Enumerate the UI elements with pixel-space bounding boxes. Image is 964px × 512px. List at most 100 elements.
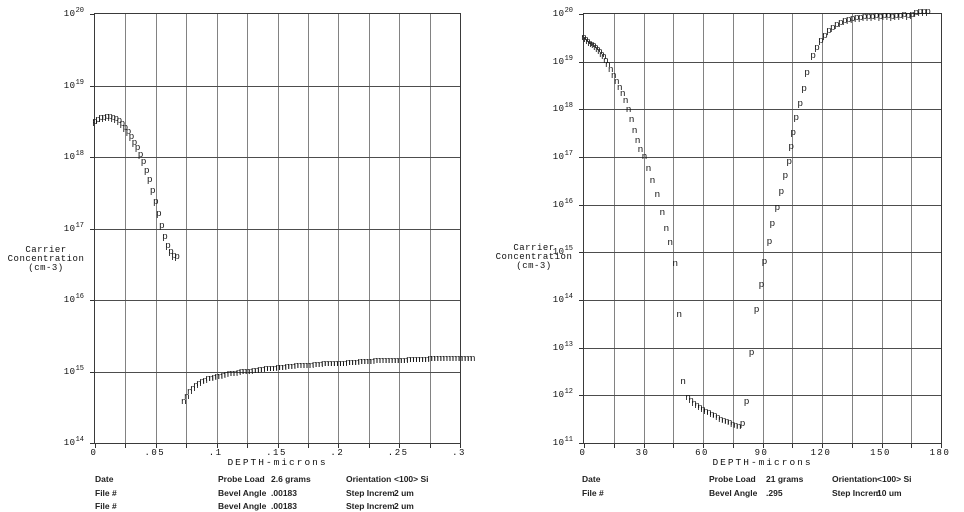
data-marker-p: p bbox=[774, 201, 781, 213]
data-marker-n: n bbox=[415, 353, 421, 365]
x-tick-mark bbox=[277, 444, 279, 448]
data-marker-n: n bbox=[275, 361, 281, 373]
data-marker-n: n bbox=[616, 81, 623, 93]
footer-col2-value: 21 grams bbox=[766, 474, 804, 484]
data-marker-p: p bbox=[917, 5, 924, 17]
footer-col3-label: Orientation bbox=[832, 474, 878, 484]
data-marker-p: p bbox=[818, 34, 824, 46]
x-tick-mark bbox=[95, 444, 96, 448]
data-marker-n: n bbox=[406, 353, 412, 365]
data-marker-n: n bbox=[583, 33, 589, 45]
y-tick-mark bbox=[579, 443, 583, 444]
y-axis-label: 1012 bbox=[552, 388, 573, 401]
data-marker-n: n bbox=[333, 357, 339, 369]
data-marker-n: n bbox=[336, 357, 342, 369]
data-marker-n: n bbox=[607, 63, 614, 75]
y-axis-label: 1017 bbox=[552, 150, 573, 162]
footer-col2-value: 2.6 grams bbox=[271, 474, 311, 484]
data-marker-n: n bbox=[460, 352, 467, 364]
y-axis-title-line: Carrier bbox=[25, 245, 67, 255]
footer-row: Date Probe Load 2.6 grams Orientation <100> … bbox=[0, 474, 500, 486]
data-marker-p: p bbox=[165, 239, 171, 251]
data-marker-p: p bbox=[140, 155, 147, 167]
vertical-gridline bbox=[881, 14, 883, 443]
horizontal-gridline bbox=[95, 371, 460, 373]
x-tick-mark bbox=[399, 444, 401, 448]
data-marker-n: n bbox=[199, 375, 205, 387]
data-marker-p: p bbox=[897, 9, 904, 21]
data-marker-p: p bbox=[869, 10, 876, 22]
footer-col1: Date bbox=[582, 474, 601, 484]
data-marker-p: p bbox=[826, 24, 832, 36]
data-marker-p: p bbox=[116, 115, 123, 127]
data-marker-n: n bbox=[260, 363, 266, 375]
data-marker-n: n bbox=[263, 363, 269, 375]
data-marker-n: n bbox=[667, 237, 674, 249]
x-tick-mark bbox=[643, 444, 645, 448]
data-marker-n: n bbox=[427, 353, 434, 365]
data-marker-p: p bbox=[873, 9, 880, 21]
data-marker-n: n bbox=[363, 355, 370, 367]
x-axis-tick-label: 180 bbox=[929, 448, 951, 458]
footer-col3-label: Step Increm bbox=[832, 487, 881, 498]
y-axis-label: 1018 bbox=[552, 102, 573, 115]
data-marker-p: p bbox=[877, 10, 884, 22]
y-tick-mark bbox=[579, 252, 583, 254]
data-marker-n: n bbox=[314, 358, 321, 370]
data-marker-n: n bbox=[183, 390, 190, 402]
horizontal-gridline bbox=[584, 157, 941, 158]
right-carrier-profile-chart: Carrier Concentration (cm-3) 1020 1019 1018 1… bbox=[496, 0, 964, 512]
data-marker-n: n bbox=[466, 352, 473, 364]
x-tick-mark bbox=[186, 444, 188, 448]
data-marker-n: n bbox=[311, 358, 318, 370]
data-marker-n: n bbox=[287, 360, 294, 372]
data-marker-n: n bbox=[457, 352, 464, 364]
data-marker-p: p bbox=[739, 417, 746, 429]
data-marker-n: n bbox=[709, 408, 715, 420]
horizontal-gridline bbox=[95, 300, 460, 301]
data-marker-p: p bbox=[893, 9, 900, 21]
data-marker-n: n bbox=[323, 358, 330, 370]
x-tick-mark bbox=[732, 444, 734, 448]
data-marker-n: n bbox=[723, 415, 730, 427]
y-tick-mark bbox=[90, 157, 94, 158]
data-marker-p: p bbox=[830, 21, 836, 33]
data-marker-p: p bbox=[834, 18, 840, 30]
y-tick-mark bbox=[579, 347, 583, 349]
data-marker-n: n bbox=[375, 355, 382, 367]
data-marker-n: n bbox=[190, 382, 196, 394]
data-marker-n: n bbox=[241, 365, 248, 377]
data-marker-n: n bbox=[393, 354, 400, 366]
footer-col1: Date bbox=[95, 474, 114, 484]
footer-col2-value: .00183 bbox=[271, 487, 297, 498]
data-marker-p: p bbox=[159, 220, 165, 232]
data-marker-n: n bbox=[402, 354, 409, 366]
data-marker-p: p bbox=[797, 97, 804, 109]
data-marker-n: n bbox=[585, 35, 591, 47]
data-marker-n: n bbox=[451, 352, 458, 364]
data-marker-p: p bbox=[778, 185, 785, 197]
y-tick-mark bbox=[90, 443, 94, 444]
data-marker-n: n bbox=[220, 369, 227, 381]
data-marker-p: p bbox=[107, 110, 114, 122]
data-marker-n: n bbox=[369, 355, 376, 367]
x-tick-mark bbox=[762, 444, 764, 448]
data-marker-n: n bbox=[649, 174, 656, 186]
x-tick-mark bbox=[673, 444, 675, 448]
horizontal-gridline bbox=[95, 85, 460, 87]
y-tick-mark bbox=[579, 395, 583, 397]
y-axis-labels: 1020 1019 1018 1017 1016 1015 1014 bbox=[0, 7, 88, 448]
data-marker-n: n bbox=[329, 358, 336, 370]
data-marker-n: n bbox=[345, 356, 351, 368]
data-marker-n: n bbox=[598, 48, 605, 60]
data-marker-n: n bbox=[691, 397, 697, 409]
data-marker-n: n bbox=[317, 358, 324, 370]
data-marker-n: n bbox=[634, 134, 641, 146]
data-marker-n: n bbox=[339, 357, 345, 369]
x-tick-mark bbox=[881, 444, 883, 448]
y-tick-mark bbox=[90, 228, 94, 230]
y-tick-mark bbox=[579, 300, 583, 301]
data-marker-n: n bbox=[717, 413, 724, 425]
data-marker-n: n bbox=[659, 206, 666, 218]
footer-col3-value: <100> Si bbox=[877, 474, 912, 484]
